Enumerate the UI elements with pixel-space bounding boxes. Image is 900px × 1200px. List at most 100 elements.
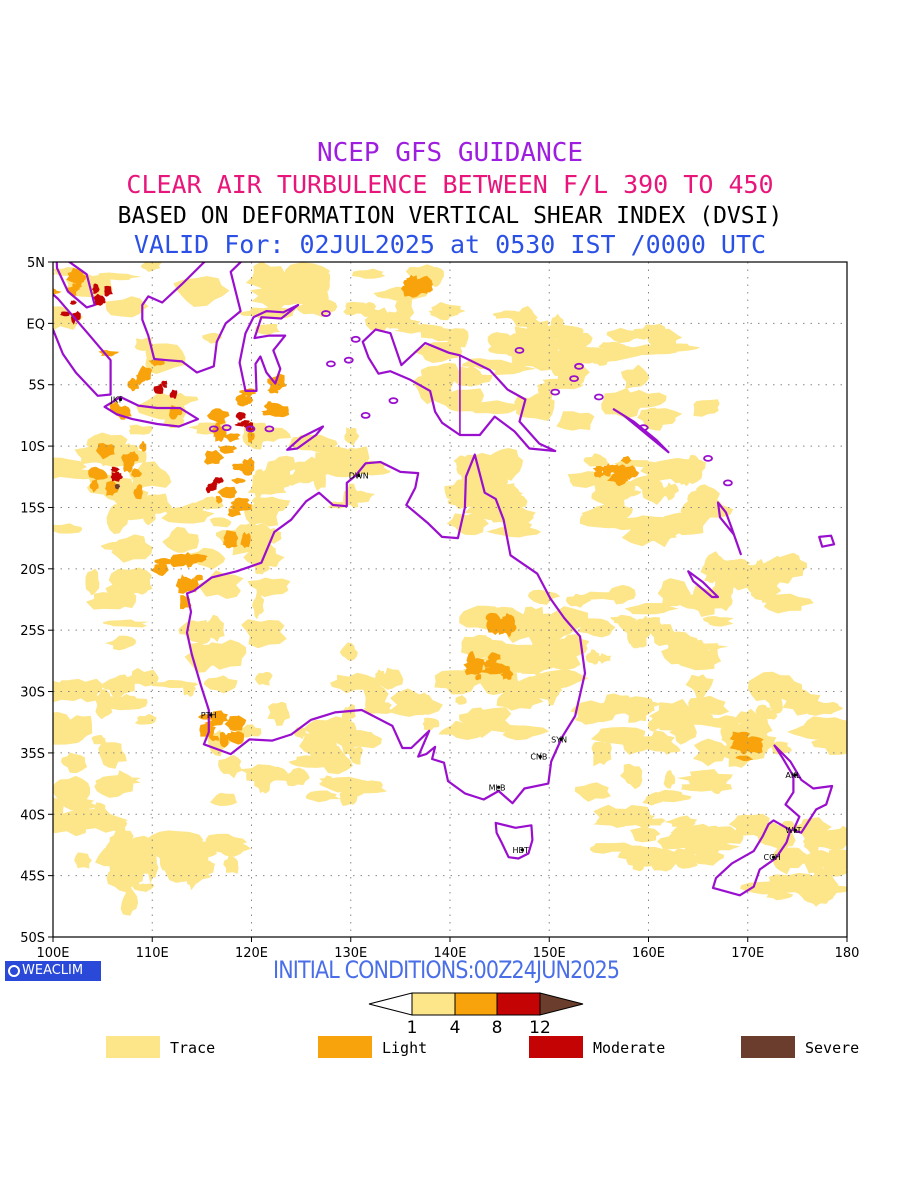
light-patch <box>217 486 238 499</box>
latitude-axis-labels: 5N EQ 5S 10S 15S 20S 25S 30S 35S 40S 45S 50S <box>20 256 53 946</box>
trace-patch <box>580 591 630 601</box>
trace-patch <box>153 831 199 848</box>
trace-patch <box>671 642 729 651</box>
light-patch <box>43 284 49 292</box>
moderate-patch <box>110 466 120 473</box>
trace-patch <box>806 867 839 903</box>
trace-patch <box>610 614 638 625</box>
station-dot <box>771 855 776 859</box>
trace-patch <box>320 776 370 793</box>
light-patch <box>729 731 751 743</box>
trace-patch <box>487 332 513 350</box>
trace-patch <box>622 699 653 723</box>
trace-patch <box>543 684 560 706</box>
trace-patch <box>161 502 215 524</box>
trace-patch <box>85 568 100 596</box>
light-patch <box>150 563 169 577</box>
light-patch <box>44 292 52 302</box>
trace-patch <box>223 853 239 874</box>
light-patch <box>219 731 229 748</box>
trace-patch <box>565 593 592 608</box>
lat-label: 25S <box>20 624 45 639</box>
moderate-patch <box>235 411 246 421</box>
trace-patch <box>94 689 113 720</box>
light-patch <box>131 468 142 478</box>
island-outline <box>325 360 336 368</box>
lat-label: 15S <box>20 501 45 516</box>
light-patch <box>485 612 499 625</box>
trace-patch <box>630 827 661 843</box>
trace-patch <box>775 847 814 869</box>
lat-label: 20S <box>20 563 45 578</box>
light-patch <box>53 288 62 295</box>
lat-label: 5N <box>27 256 45 271</box>
trace-patch <box>455 695 467 705</box>
moderate-patch <box>213 477 224 484</box>
island-outline <box>703 454 713 462</box>
station-label-syn: SYN <box>551 735 567 744</box>
light-patch <box>414 276 433 289</box>
trace-patch <box>98 742 127 769</box>
trace-patch <box>558 645 580 659</box>
light-patch <box>729 738 753 753</box>
trace-patch <box>649 624 676 647</box>
trace-patch <box>550 313 564 342</box>
trace-patch <box>595 653 612 664</box>
light-patch <box>89 479 99 493</box>
trace-patch <box>120 887 139 916</box>
trace-patch <box>496 691 544 711</box>
trace-patch <box>787 724 834 740</box>
trace-patch <box>450 513 485 532</box>
trace-patch <box>91 734 107 745</box>
legend-swatch-trace <box>106 1036 160 1058</box>
light-patch <box>626 469 637 477</box>
trace-patch <box>770 741 792 755</box>
solomon-islands-coastline <box>612 408 670 454</box>
trace-patch <box>796 881 816 902</box>
trace-patch <box>761 836 790 850</box>
trace-patch <box>254 764 275 794</box>
trace-patch <box>490 361 537 376</box>
island-outline <box>245 425 256 433</box>
moderate-patch <box>234 422 247 427</box>
lon-label: 100E <box>36 946 69 961</box>
nz-north-island-coastline <box>773 744 834 834</box>
light-patch <box>154 558 173 565</box>
station-markers-layer: JKT DWN PTH SYN CNB MLB HBT AKL WLT CCH <box>109 395 801 862</box>
trace-patch <box>664 815 698 828</box>
timor-coastline <box>286 425 325 451</box>
station-label-cch: CCH <box>764 853 781 862</box>
trace-patch <box>74 852 92 869</box>
trace-patch <box>199 639 247 670</box>
lat-label: 50S <box>20 931 45 946</box>
trace-patch <box>346 446 370 471</box>
trace-patch <box>547 637 560 654</box>
light-patch <box>224 715 247 731</box>
light-patch <box>229 502 252 511</box>
light-patch <box>231 463 249 471</box>
trace-patch <box>196 841 219 858</box>
island-outline <box>350 335 361 343</box>
colorbar-tick-label: 12 <box>529 1018 551 1038</box>
trace-patch <box>344 427 360 446</box>
light-patch <box>231 477 246 485</box>
trace-patch <box>602 517 647 531</box>
island-outline <box>550 388 561 396</box>
trace-patch <box>624 603 679 615</box>
island-outline <box>343 356 354 364</box>
lon-label: 130E <box>334 946 367 961</box>
trace-patch <box>628 474 660 490</box>
station-label-wlt: WLT <box>785 826 801 835</box>
trace-patch <box>570 700 621 723</box>
light-patch <box>481 667 504 675</box>
light-patch <box>750 741 763 754</box>
trace-patch <box>747 671 786 707</box>
trace-patch <box>680 695 730 718</box>
lat-lon-gridlines <box>53 262 847 937</box>
trace-patch <box>657 742 681 755</box>
trace-patch <box>583 453 610 469</box>
coastlines-layer <box>53 262 836 897</box>
longitude-axis-labels: 100E 110E 120E 130E 140E 150E 160E 170E 180 <box>36 937 859 961</box>
trace-patch <box>210 792 238 806</box>
legend-label-moderate: Moderate <box>593 1039 666 1057</box>
